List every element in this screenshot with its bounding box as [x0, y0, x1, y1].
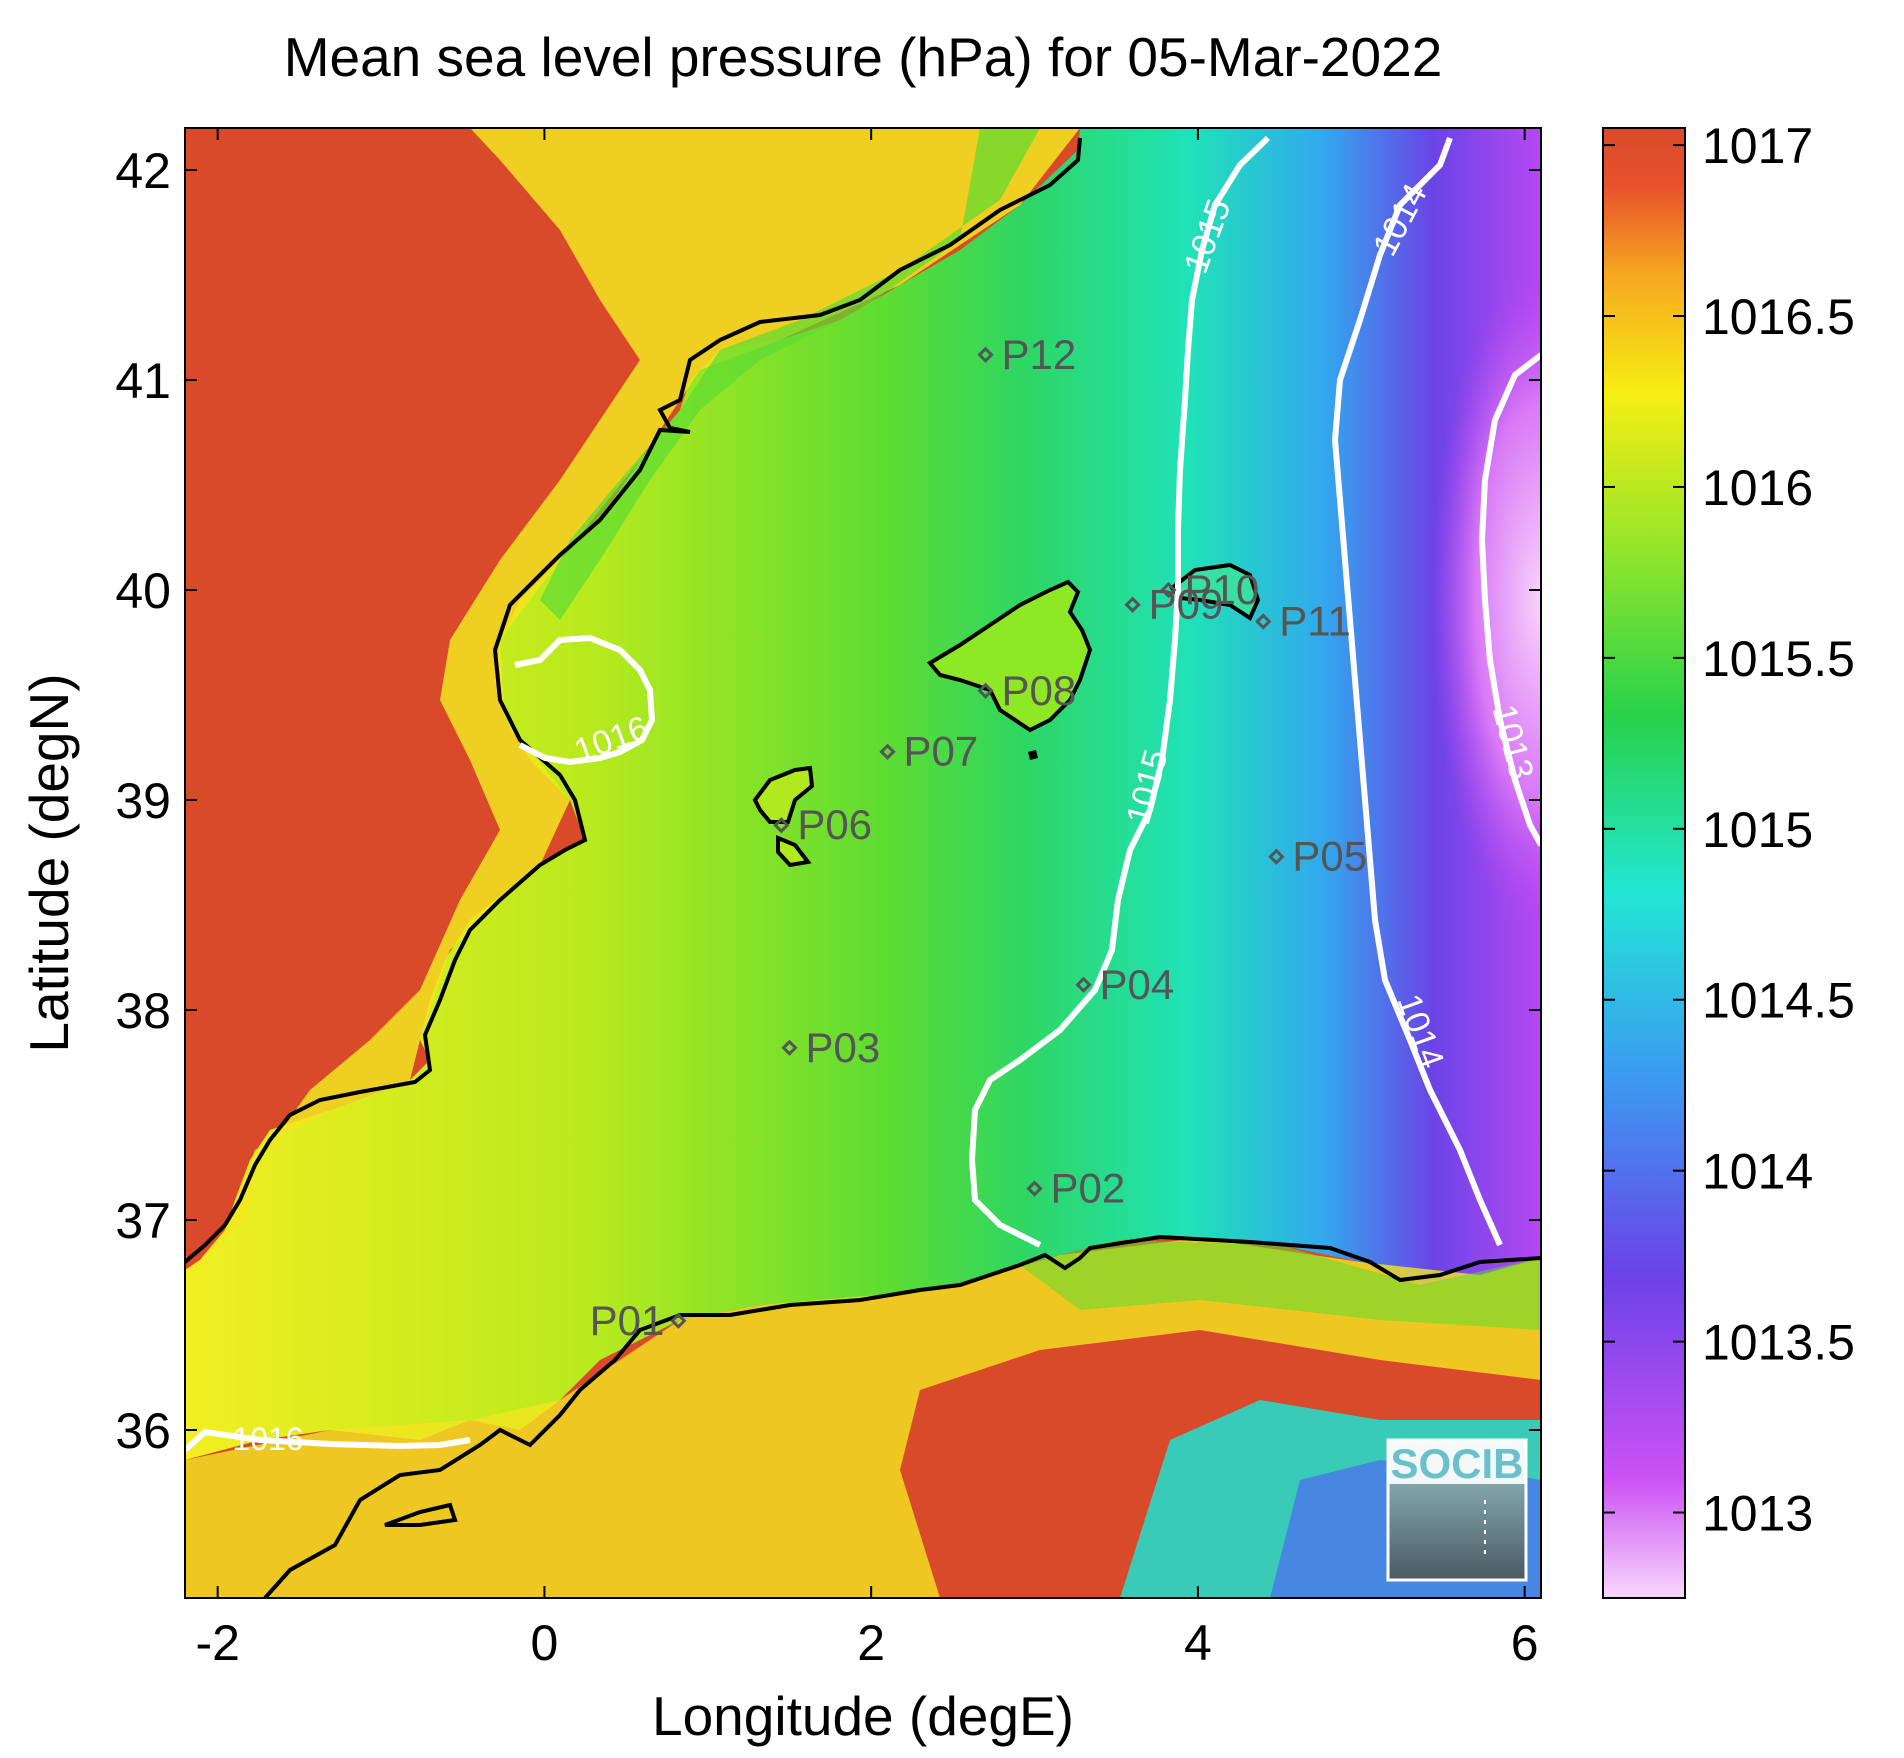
x-tick-label: 2 [857, 1615, 885, 1671]
iberia-coastal-green [540, 128, 1040, 620]
station-marker: P08 [977, 667, 1077, 714]
station-marker: P12 [977, 331, 1077, 378]
station-label: P03 [805, 1024, 880, 1071]
x-tick-label: 0 [531, 1615, 559, 1671]
station-marker: P06 [773, 801, 872, 848]
formentera-island [776, 835, 812, 868]
x-axis: -2 0 2 4 6 [195, 128, 1539, 1671]
iberia-land [185, 128, 1080, 1270]
y-tick-label: 42 [115, 143, 171, 199]
colorbar-tick-label: 1013 [1702, 1486, 1813, 1542]
station-label: P05 [1292, 833, 1367, 880]
logo-text: SOCIB [1390, 1440, 1523, 1487]
station-diamond-icon [773, 817, 790, 834]
menorca-island [1169, 562, 1261, 621]
y-tick-label: 36 [115, 1403, 171, 1459]
station-marker: P01 [590, 1297, 687, 1344]
contour-1014 [1331, 136, 1503, 1247]
africa-coast-green [1020, 1240, 1541, 1330]
colorbar: 1013 1013.5 1014 1014.5 1015 1015.5 1016 1016.5… [1602, 118, 1855, 1599]
station-label: P11 [1279, 598, 1351, 645]
y-tick-label: 40 [115, 563, 171, 619]
africa-coastline [263, 1234, 1541, 1598]
contour-label: 1016 [232, 1421, 303, 1457]
colorbar-ticks: 1013 1013.5 1014 1014.5 1015 1015.5 1016 1016.5… [1603, 118, 1855, 1542]
y-tick-label: 37 [115, 1193, 171, 1249]
station-marker: P10 [1160, 566, 1260, 613]
station-label: P06 [797, 801, 872, 848]
station-marker: P04 [1075, 961, 1175, 1008]
station-label: P02 [1051, 1165, 1126, 1212]
colorbar-tick-label: 1015.5 [1702, 631, 1855, 687]
x-tick-label: 4 [1184, 1615, 1212, 1671]
y-tick-label: 38 [115, 983, 171, 1039]
station-label: P12 [1002, 331, 1077, 378]
colorbar-tick-label: 1013.5 [1702, 1315, 1855, 1371]
station-diamond-icon [879, 743, 896, 760]
colorbar-tick-label: 1014 [1702, 1144, 1813, 1200]
station-diamond-icon [1268, 848, 1285, 865]
station-marker: P05 [1268, 833, 1367, 880]
contour-1015 [968, 135, 1271, 1248]
station-diamond-icon [977, 346, 994, 363]
colorbar-gradient [1602, 127, 1686, 1599]
station-diamond-icon [1075, 976, 1092, 993]
x-tick-label: 6 [1511, 1615, 1539, 1671]
contour-1013 [1478, 352, 1541, 847]
iberia-coastal-band [200, 128, 1080, 1260]
colorbar-tick-label: 1017 [1702, 118, 1813, 174]
colorbar-tick-label: 1014.5 [1702, 973, 1855, 1029]
station-label: P10 [1185, 566, 1260, 613]
iberia-coastline [185, 137, 1082, 1264]
x-axis-label: Longitude (degE) [652, 1685, 1074, 1747]
station-diamond-icon [977, 682, 994, 699]
station-label: P08 [1002, 667, 1077, 714]
contour-1016-west [514, 634, 656, 766]
station-marker: P02 [1026, 1165, 1126, 1212]
station-label: P04 [1100, 961, 1175, 1008]
station-diamond-icon [1026, 1180, 1043, 1197]
socib-logo: SOCIB [1386, 1438, 1528, 1582]
station-diamond-icon [1255, 613, 1272, 630]
alboran-islet [384, 1502, 458, 1527]
y-tick-label: 41 [115, 353, 171, 409]
y-tick-label: 39 [115, 773, 171, 829]
station-diamond-icon [1124, 596, 1141, 613]
map-plot-area: 1016 1016 1015 1015 1014 1014 1013 P01P0… [185, 128, 1541, 1598]
plot-frame [184, 127, 1542, 1599]
station-label: P01 [590, 1297, 665, 1344]
contour-1016-south [185, 1428, 471, 1453]
station-label: P09 [1149, 581, 1224, 628]
station-label: P07 [904, 728, 979, 775]
station-marker: P09 [1124, 581, 1224, 628]
colorbar-tick-label: 1016 [1702, 460, 1813, 516]
station-marker: P03 [781, 1024, 880, 1071]
africa-transition [185, 1238, 1541, 1598]
station-diamond-icon [1160, 581, 1177, 599]
station-marker: P07 [879, 728, 979, 775]
station-diamond-icon [781, 1039, 798, 1056]
ibiza-island [752, 765, 815, 824]
station-marker: P11 [1255, 598, 1351, 645]
cabrera-island [1028, 750, 1038, 760]
y-axis-label: Latitude (degN) [18, 673, 80, 1052]
station-diamond-icon [670, 1312, 687, 1329]
y-axis: 36 37 38 39 40 41 42 [115, 143, 1541, 1459]
figure-title: Mean sea level pressure (hPa) for 05-Mar… [284, 26, 1443, 88]
x-tick-label: -2 [195, 1615, 239, 1671]
colorbar-tick-label: 1016.5 [1702, 289, 1855, 345]
colorbar-tick-label: 1015 [1702, 802, 1813, 858]
